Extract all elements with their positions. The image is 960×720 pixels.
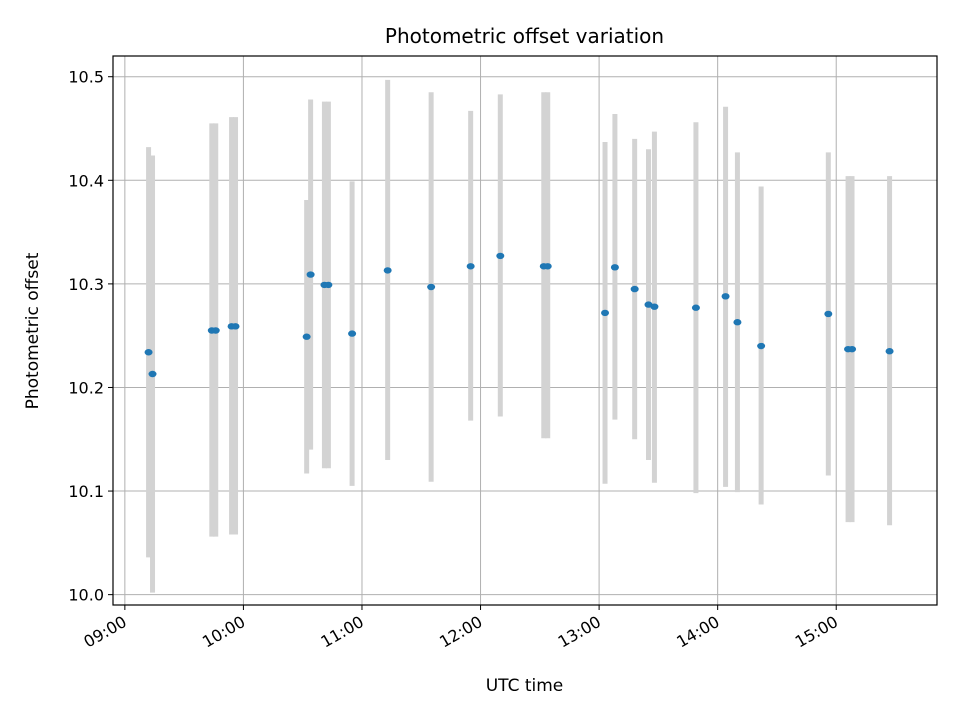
- data-point: [427, 283, 436, 291]
- y-tick-label: 10.4: [68, 171, 104, 190]
- data-point: [302, 333, 311, 340]
- y-axis-label: Photometric offset: [23, 252, 43, 409]
- data-point: [306, 271, 315, 278]
- data-point: [543, 263, 552, 270]
- data-point: [733, 319, 742, 326]
- y-tick-label: 10.1: [68, 482, 104, 501]
- data-point: [885, 348, 894, 355]
- data-point: [650, 303, 659, 310]
- data-point: [721, 293, 730, 300]
- data-point: [348, 330, 357, 337]
- data-point: [630, 285, 639, 293]
- data-point: [757, 342, 766, 350]
- plot-frame: [112, 55, 938, 606]
- data-point: [231, 323, 240, 330]
- y-tick-label: 10.2: [68, 378, 104, 397]
- y-tick-label: 10.3: [68, 275, 104, 294]
- grid: [113, 56, 937, 605]
- y-tick-label: 10.0: [68, 586, 104, 605]
- data-point: [824, 310, 833, 318]
- data-point: [144, 349, 153, 356]
- data-point: [148, 370, 157, 378]
- y-tick-label: 10.5: [68, 68, 104, 87]
- x-axis-label: UTC time: [486, 676, 564, 696]
- chart-title: Photometric offset variation: [385, 24, 664, 48]
- data-point: [211, 327, 220, 334]
- data-point: [496, 252, 505, 260]
- data-point: [691, 304, 700, 311]
- data-point: [601, 309, 610, 317]
- data-point: [848, 345, 857, 353]
- data-point: [610, 264, 619, 271]
- data-points: [144, 252, 894, 378]
- data-point: [383, 267, 392, 274]
- data-point: [466, 263, 475, 270]
- y-axis-ticks: 10.0 10.1 10.2 10.3 10.4 10.5: [68, 68, 113, 605]
- data-point: [324, 281, 333, 289]
